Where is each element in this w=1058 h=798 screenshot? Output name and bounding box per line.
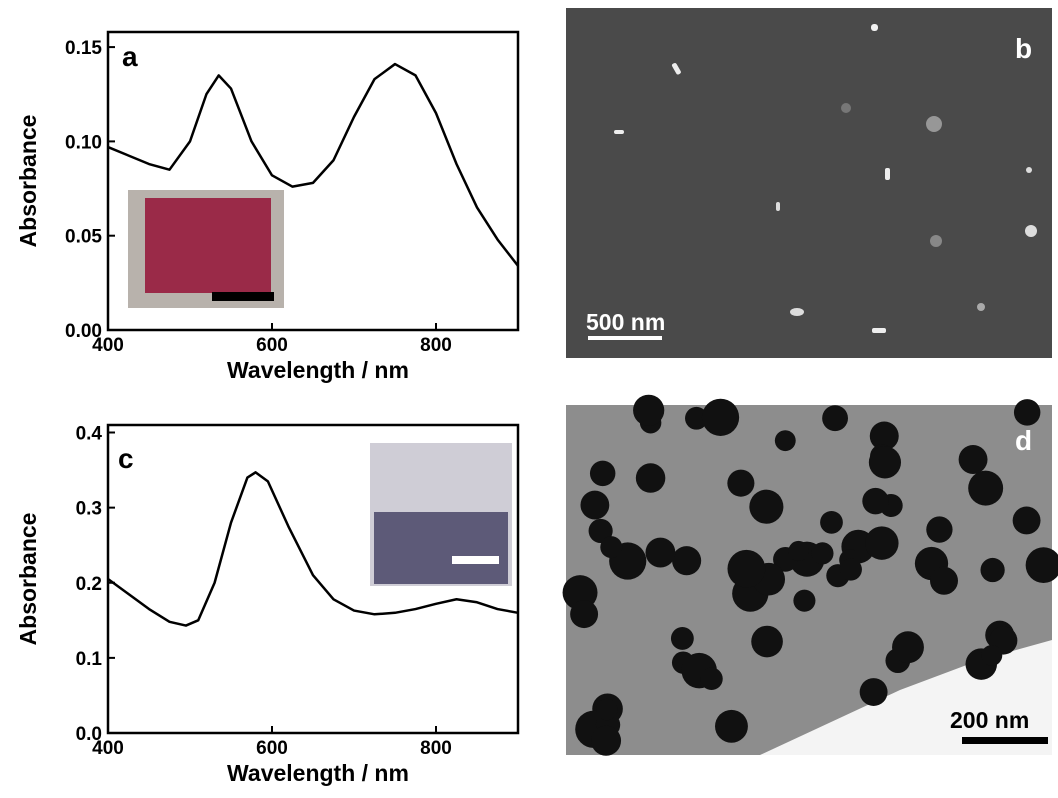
y-axis-title: Absorbance bbox=[15, 115, 41, 248]
inset-photo-a bbox=[128, 190, 284, 308]
y-tick-label: 0.4 bbox=[76, 424, 103, 445]
page: {"chart_data": [ {"type": "line", "panel… bbox=[0, 0, 1058, 798]
scale-bar-label: 200 nm bbox=[950, 707, 1029, 733]
y-tick-label: 0.1 bbox=[76, 649, 103, 670]
y-tick-label: 0.10 bbox=[65, 132, 102, 153]
sem-image bbox=[566, 8, 1052, 358]
x-tick-label: 600 bbox=[256, 335, 288, 356]
tem-image bbox=[563, 395, 1058, 756]
y-tick-label: 0.2 bbox=[76, 574, 102, 595]
x-tick-label: 800 bbox=[420, 335, 452, 356]
x-tick-label: 800 bbox=[420, 738, 452, 759]
y-tick-label: 0.05 bbox=[65, 227, 102, 248]
panel-label: a bbox=[122, 41, 138, 72]
x-axis-title: Wavelength / nm bbox=[227, 760, 409, 786]
panel-label: c bbox=[118, 443, 134, 474]
figure: 0.000.050.100.15400600800Wavelength / nm… bbox=[0, 0, 1058, 798]
x-tick-label: 600 bbox=[256, 738, 288, 759]
scale-bar-label: 500 nm bbox=[586, 309, 665, 335]
y-tick-label: 0.3 bbox=[76, 499, 102, 520]
x-tick-label: 400 bbox=[92, 335, 124, 356]
panel-label: b bbox=[1015, 33, 1032, 64]
x-tick-label: 400 bbox=[92, 738, 124, 759]
y-axis-title: Absorbance bbox=[15, 513, 41, 646]
x-axis-title: Wavelength / nm bbox=[227, 357, 409, 383]
inset-photo-c bbox=[370, 443, 512, 586]
y-tick-label: 0.15 bbox=[65, 38, 102, 59]
panel-label: d bbox=[1015, 425, 1032, 456]
